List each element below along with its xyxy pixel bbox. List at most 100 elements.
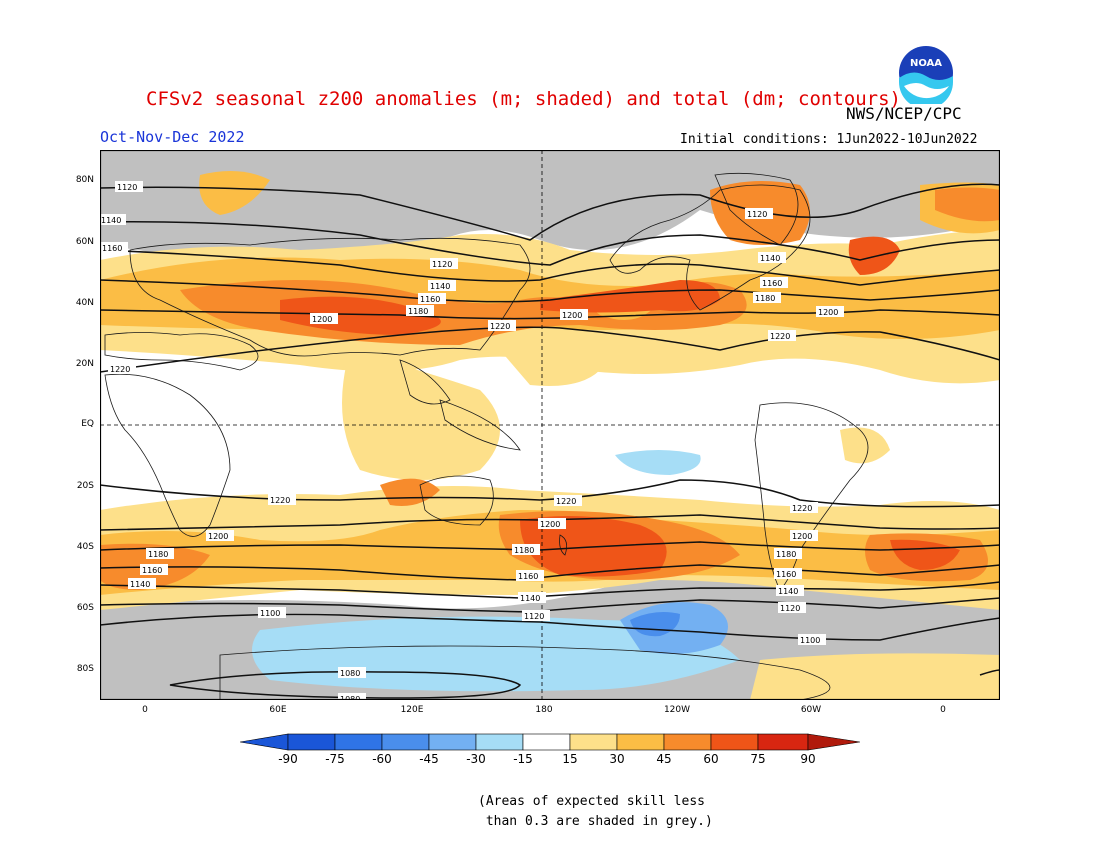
lon-label: 0 xyxy=(142,705,148,715)
colorbar-label: 90 xyxy=(800,752,816,766)
colorbar-swatch xyxy=(522,733,571,751)
svg-text:1200: 1200 xyxy=(792,532,812,541)
svg-text:1200: 1200 xyxy=(312,315,332,324)
contour-label: 1100 xyxy=(798,634,826,645)
contour-label: 1100 xyxy=(258,607,286,618)
contour-label: 1160 xyxy=(100,242,128,253)
lat-label: 80N xyxy=(75,175,94,185)
svg-text:1180: 1180 xyxy=(148,550,168,559)
colorbar-swatch xyxy=(663,733,712,751)
lon-label: 0 xyxy=(940,705,946,715)
colorbar-label: -30 xyxy=(466,752,486,766)
agency-label: NWS/NCEP/CPC xyxy=(846,104,962,123)
svg-text:1080: 1080 xyxy=(340,695,360,700)
colorbar-label: -60 xyxy=(372,752,392,766)
colorbar-swatch xyxy=(757,733,809,751)
colorbar-swatch xyxy=(569,733,618,751)
svg-text:1200: 1200 xyxy=(208,532,228,541)
svg-text:1140: 1140 xyxy=(101,216,121,225)
colorbar-swatch xyxy=(428,733,477,751)
contour-label: 1220 xyxy=(554,495,582,506)
contour-label: 1220 xyxy=(108,363,136,374)
colorbar-swatch xyxy=(381,733,430,751)
colorbar xyxy=(240,733,860,751)
colorbar-arrow-high xyxy=(807,733,860,751)
anomaly-map: 1120 1120 1120 1140 1140 1140 1160 1160 … xyxy=(100,150,1000,700)
svg-text:1160: 1160 xyxy=(776,570,796,579)
svg-text:1140: 1140 xyxy=(520,594,540,603)
lon-label: 60E xyxy=(269,705,287,715)
svg-text:1160: 1160 xyxy=(762,279,782,288)
colorbar-arrow-low xyxy=(240,733,289,751)
contour-label: 1080 xyxy=(338,667,366,678)
skill-note: (Areas of expected skill less than 0.3 a… xyxy=(478,794,713,829)
svg-text:1140: 1140 xyxy=(430,282,450,291)
svg-text:1160: 1160 xyxy=(102,244,122,253)
forecast-period: Oct-Nov-Dec 2022 xyxy=(100,128,245,146)
svg-text:1120: 1120 xyxy=(747,210,767,219)
contour-label: 1120 xyxy=(745,208,773,219)
svg-text:1120: 1120 xyxy=(524,612,544,621)
colorbar-label: 45 xyxy=(656,752,672,766)
contour-label: 1220 xyxy=(488,320,516,331)
contour-label: 1140 xyxy=(100,214,126,225)
svg-text:1200: 1200 xyxy=(540,520,560,529)
contour-label: 1180 xyxy=(753,292,781,303)
svg-text:1180: 1180 xyxy=(776,550,796,559)
lat-label: 40N xyxy=(75,298,94,308)
contour-label: 1120 xyxy=(522,610,550,621)
svg-text:1220: 1220 xyxy=(110,365,130,374)
contour-label: 1140 xyxy=(518,592,546,603)
contour-label: 1180 xyxy=(774,548,802,559)
contour-label: 1220 xyxy=(268,494,296,505)
colorbar-label: -90 xyxy=(278,752,298,766)
contour-label: 1220 xyxy=(768,330,796,341)
svg-text:1140: 1140 xyxy=(760,254,780,263)
chart-title: CFSv2 seasonal z200 anomalies (m; shaded… xyxy=(146,88,901,110)
svg-text:1220: 1220 xyxy=(490,322,510,331)
svg-text:1140: 1140 xyxy=(130,580,150,589)
svg-text:1220: 1220 xyxy=(770,332,790,341)
contour-label: 1080 xyxy=(338,693,366,700)
negative-anomaly-tropical xyxy=(615,450,701,475)
svg-text:1180: 1180 xyxy=(514,546,534,555)
contour-label: 1160 xyxy=(140,564,168,575)
contour-label: 1120 xyxy=(778,602,806,613)
svg-text:1120: 1120 xyxy=(117,183,137,192)
noaa-logo: NOAA xyxy=(896,43,956,104)
svg-text:1180: 1180 xyxy=(755,294,775,303)
lat-label: 20S xyxy=(76,481,94,491)
colorbar-swatch xyxy=(287,733,336,751)
contour-label: 1200 xyxy=(560,309,588,320)
colorbar-label: 30 xyxy=(609,752,625,766)
contour-label: 1200 xyxy=(790,530,818,541)
lat-label: EQ xyxy=(81,419,94,429)
svg-text:1120: 1120 xyxy=(432,260,452,269)
colorbar-swatch xyxy=(334,733,383,751)
svg-text:1120: 1120 xyxy=(780,604,800,613)
contour-label: 1160 xyxy=(516,570,544,581)
colorbar-swatch xyxy=(475,733,524,751)
svg-text:1160: 1160 xyxy=(420,295,440,304)
colorbar-label: -75 xyxy=(325,752,345,766)
lat-label: 60S xyxy=(76,603,94,613)
svg-text:1220: 1220 xyxy=(556,497,576,506)
contour-label: 1200 xyxy=(310,313,338,324)
svg-text:1100: 1100 xyxy=(260,609,280,618)
svg-text:1220: 1220 xyxy=(270,496,290,505)
initial-conditions: Initial conditions: 1Jun2022-10Jun2022 xyxy=(680,132,978,147)
lon-label: 60W xyxy=(800,705,822,715)
contour-label: 1140 xyxy=(758,252,786,263)
colorbar-label: 60 xyxy=(703,752,719,766)
contour-label: 1140 xyxy=(128,578,156,589)
lat-label: 20N xyxy=(75,359,94,369)
contour-label: 1160 xyxy=(774,568,802,579)
contour-label: 1220 xyxy=(790,502,818,513)
svg-text:1200: 1200 xyxy=(562,311,582,320)
svg-text:1140: 1140 xyxy=(778,587,798,596)
svg-text:1200: 1200 xyxy=(818,308,838,317)
contour-label: 1140 xyxy=(428,280,456,291)
svg-text:1160: 1160 xyxy=(142,566,162,575)
contour-label: 1180 xyxy=(146,548,174,559)
logo-text: NOAA xyxy=(910,58,942,69)
